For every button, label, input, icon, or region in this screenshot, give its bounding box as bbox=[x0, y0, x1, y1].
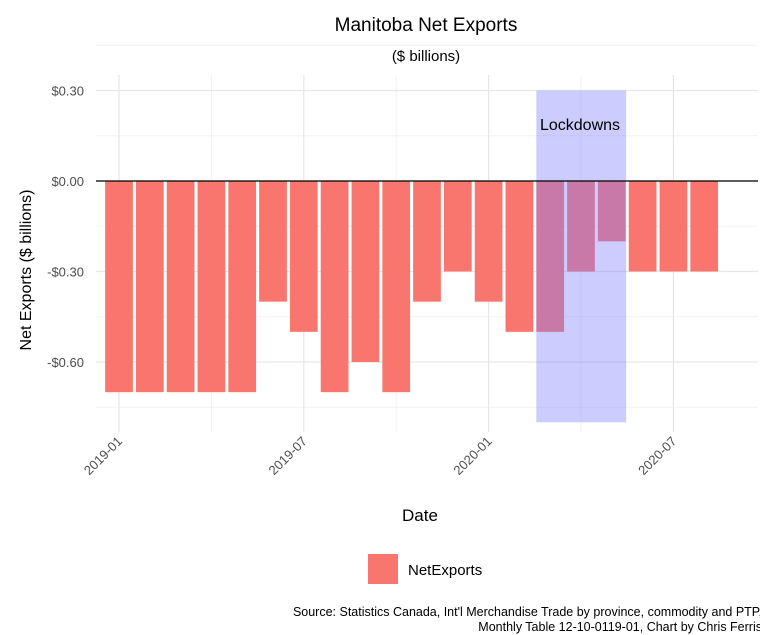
bar bbox=[628, 181, 657, 272]
bar bbox=[505, 181, 534, 332]
bar bbox=[659, 181, 688, 272]
bar bbox=[443, 181, 472, 272]
x-axis-label: Date bbox=[402, 506, 438, 525]
x-tick-label: 2020-01 bbox=[450, 434, 494, 478]
x-tick-label: 2020-07 bbox=[635, 434, 679, 478]
lockdown-region bbox=[536, 90, 627, 423]
legend-label: NetExports bbox=[408, 562, 482, 579]
legend: NetExports bbox=[368, 554, 482, 584]
bar bbox=[690, 181, 719, 272]
chart-title: Manitoba Net Exports bbox=[335, 15, 518, 36]
shaded-region-label: Lockdowns bbox=[540, 117, 620, 134]
legend-swatch bbox=[368, 554, 398, 584]
bar bbox=[259, 181, 287, 302]
bar bbox=[320, 181, 349, 393]
y-axis-label: Net Exports ($ billions) bbox=[18, 190, 35, 351]
bar bbox=[228, 181, 257, 393]
y-tick-label: $0.30 bbox=[51, 83, 84, 98]
y-tick-label: $0.00 bbox=[51, 174, 84, 189]
chart-subtitle: ($ billions) bbox=[392, 48, 460, 65]
bar bbox=[382, 181, 411, 393]
bar bbox=[413, 181, 441, 302]
bar bbox=[351, 181, 380, 363]
shaded-region bbox=[536, 90, 627, 423]
bars bbox=[105, 181, 719, 393]
caption-line-2: Monthly Table 12-10-0119-01, Chart by Ch… bbox=[478, 620, 760, 634]
bar bbox=[474, 181, 503, 302]
bar bbox=[289, 181, 318, 332]
caption-line-1: Source: Statistics Canada, Int'l Merchan… bbox=[293, 605, 760, 619]
bar bbox=[105, 181, 133, 393]
y-tick-label: -$0.30 bbox=[47, 265, 84, 280]
bar bbox=[536, 181, 565, 332]
y-tick-label: -$0.60 bbox=[47, 355, 84, 370]
bar bbox=[597, 181, 626, 242]
bar bbox=[166, 181, 195, 393]
x-tick-label: 2019-01 bbox=[81, 434, 125, 478]
bar bbox=[567, 181, 595, 272]
bar bbox=[197, 181, 226, 393]
bar bbox=[135, 181, 164, 393]
x-tick-label: 2019-07 bbox=[266, 434, 310, 478]
